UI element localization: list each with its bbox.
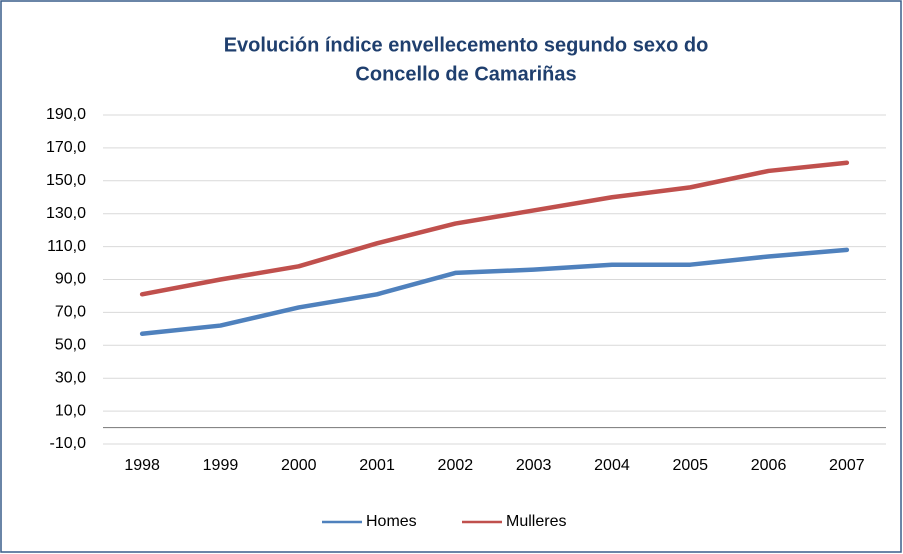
y-tick-label: 50,0: [55, 337, 86, 354]
y-tick-label: 190,0: [46, 106, 86, 123]
x-tick-label: 2006: [751, 457, 787, 474]
y-tick-label: 110,0: [47, 238, 86, 255]
line-series: [139, 160, 850, 297]
y-tick-label: 130,0: [46, 205, 86, 222]
y-tick-label: 150,0: [46, 172, 86, 189]
y-tick-label: -10,0: [50, 435, 87, 452]
line-series: [139, 247, 850, 337]
x-tick-label: 2003: [516, 457, 552, 474]
x-tick-label: 2000: [281, 457, 317, 474]
x-tick-label: 2007: [829, 457, 865, 474]
x-tick-label: 2005: [672, 457, 708, 474]
y-tick-label: 70,0: [55, 304, 86, 321]
x-tick-label: 1999: [203, 457, 239, 474]
y-tick-label: 90,0: [55, 271, 86, 288]
y-tick-label: 10,0: [55, 402, 86, 419]
y-tick-label: 30,0: [55, 369, 86, 386]
x-tick-label: 2004: [594, 457, 630, 474]
x-tick-label: 1998: [124, 457, 160, 474]
legend-label: Mulleres: [506, 513, 566, 530]
chart-title: Evolución índice envellecemento segundo …: [224, 34, 709, 56]
legend-label: Homes: [366, 513, 417, 530]
x-tick-label: 2001: [359, 457, 395, 474]
y-tick-label: 170,0: [46, 139, 86, 156]
x-tick-label: 2002: [438, 457, 474, 474]
chart-title: Concello de Camariñas: [355, 63, 576, 85]
